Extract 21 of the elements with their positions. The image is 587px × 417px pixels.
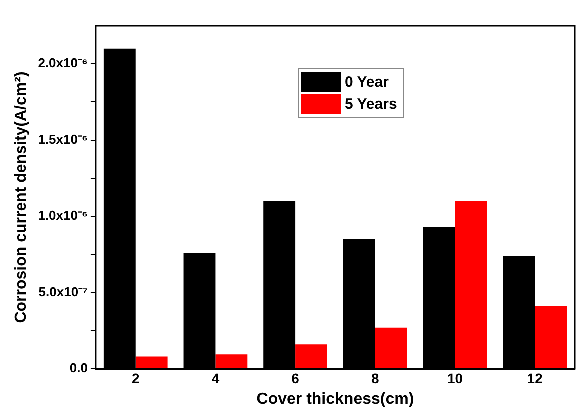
y-tick-label: 5.0x10⁻⁷ bbox=[38, 284, 88, 300]
x-tick-label: 12 bbox=[527, 370, 544, 386]
x-tick-label: 6 bbox=[292, 370, 300, 386]
x-axis-title: Cover thickness(cm) bbox=[256, 390, 414, 408]
bar bbox=[296, 344, 328, 368]
x-tick-label: 8 bbox=[371, 370, 380, 386]
bar bbox=[136, 356, 168, 368]
x-tick-label: 4 bbox=[212, 370, 220, 386]
legend-label: 0 Year bbox=[345, 74, 389, 90]
y-tick-label: 0.0 bbox=[70, 360, 88, 376]
y-tick-label: 1.5x10⁻⁶ bbox=[38, 132, 88, 147]
bar bbox=[375, 328, 408, 368]
y-tick-label: 1.0x10⁻⁶ bbox=[38, 208, 88, 224]
x-tick-label: 2 bbox=[132, 370, 140, 386]
legend-label: 5 Years bbox=[345, 96, 398, 112]
y-axis-title: Corrosion current density(A/cm²) bbox=[13, 72, 30, 324]
y-tick-label: 2.0x10⁻⁶ bbox=[38, 56, 88, 71]
bar bbox=[216, 354, 248, 368]
bar bbox=[535, 306, 568, 368]
bar bbox=[455, 201, 488, 368]
x-tick-label: 10 bbox=[447, 370, 464, 386]
